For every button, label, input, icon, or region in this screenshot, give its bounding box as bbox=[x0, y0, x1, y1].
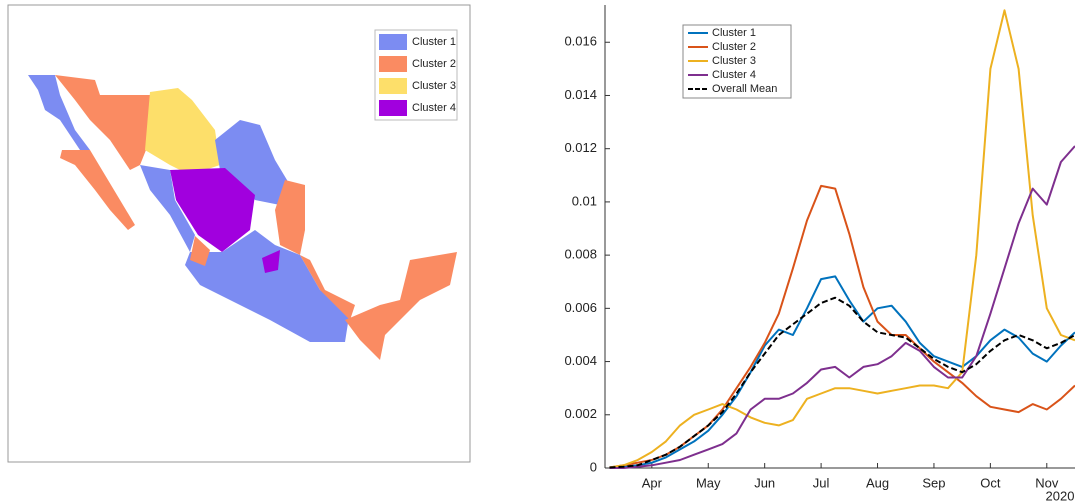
region bbox=[28, 75, 90, 150]
x-tick-label: May bbox=[696, 475, 721, 490]
map-panel: Cluster 1 Cluster 2 Cluster 3 Cluster 4 bbox=[7, 4, 471, 463]
region bbox=[60, 150, 135, 230]
series-line bbox=[609, 145, 1075, 469]
region bbox=[262, 250, 280, 273]
y-tick-label: 0.002 bbox=[564, 406, 597, 421]
region bbox=[140, 165, 195, 252]
series-line bbox=[609, 275, 1075, 469]
legend-label: Overall Mean bbox=[712, 83, 777, 95]
y-tick-label: 0.01 bbox=[572, 193, 597, 208]
y-tick-label: 0.004 bbox=[564, 353, 597, 368]
region bbox=[190, 236, 210, 266]
legend-label: Cluster 4 bbox=[712, 69, 756, 81]
region bbox=[170, 168, 255, 252]
legend-label: Cluster 3 bbox=[712, 55, 756, 67]
series-line bbox=[609, 9, 1075, 469]
legend-label: Cluster 2 bbox=[412, 58, 456, 70]
y-tick-label: 0.008 bbox=[564, 247, 597, 262]
region bbox=[275, 180, 305, 255]
x-tick-label: Jul bbox=[813, 475, 830, 490]
x-axis-annotation: 2020 bbox=[1046, 488, 1075, 502]
region bbox=[145, 88, 220, 175]
legend-swatch bbox=[379, 100, 407, 116]
legend-swatch bbox=[379, 78, 407, 94]
y-tick-label: 0.012 bbox=[564, 140, 597, 155]
legend-swatch bbox=[379, 56, 407, 72]
legend-label: Cluster 4 bbox=[412, 102, 456, 114]
legend: Cluster 1 Cluster 2 Cluster 3 Cluster 4 Over… bbox=[682, 24, 792, 99]
region bbox=[300, 255, 355, 320]
region bbox=[345, 252, 457, 360]
y-tick-label: 0 bbox=[590, 459, 597, 474]
y-tick-label: 0.006 bbox=[564, 300, 597, 315]
region bbox=[215, 120, 290, 205]
x-tick-label: Apr bbox=[642, 475, 663, 490]
y-tick-label: 0.016 bbox=[564, 34, 597, 49]
x-tick-label: Jun bbox=[754, 475, 775, 490]
region bbox=[185, 230, 350, 342]
x-tick-label: Nov bbox=[1035, 475, 1059, 490]
series-line bbox=[609, 296, 1075, 469]
x-tick-label: Aug bbox=[866, 475, 889, 490]
y-tick-label: 0.014 bbox=[564, 87, 597, 102]
line-chart: 0 0.002 0.004 0.006 0.008 0.01 0.012 0.014 0.016… bbox=[564, 5, 1075, 502]
legend-label: Cluster 3 bbox=[412, 80, 456, 92]
x-tick-label: Sep bbox=[922, 475, 945, 490]
legend-label: Cluster 2 bbox=[712, 41, 756, 53]
legend-label: Cluster 1 bbox=[712, 27, 756, 39]
legend-label: Cluster 1 bbox=[412, 36, 456, 48]
map-legend-entries: Cluster 1 Cluster 2 Cluster 3 Cluster 4 bbox=[379, 34, 456, 116]
x-tick-label: Oct bbox=[980, 475, 1001, 490]
legend-swatch bbox=[379, 34, 407, 50]
region bbox=[55, 75, 150, 170]
